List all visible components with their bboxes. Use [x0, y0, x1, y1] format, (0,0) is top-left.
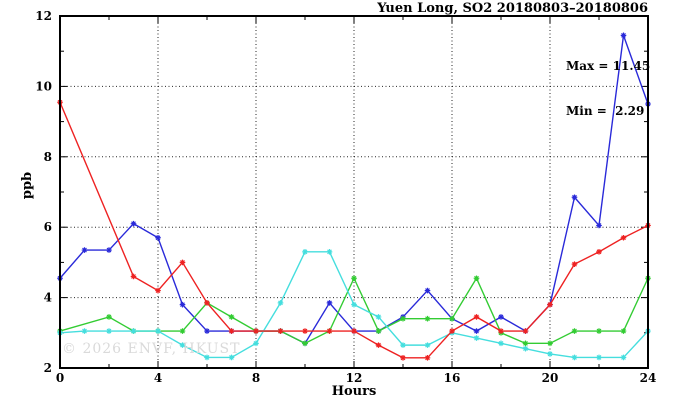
series-green-marker	[449, 315, 455, 322]
min-annotation: Min = 2.29	[566, 104, 645, 118]
series-blue-marker	[596, 222, 602, 229]
series-red-marker	[155, 287, 161, 294]
series-green-marker	[400, 315, 406, 322]
y-tick-label: 2	[44, 361, 52, 375]
series-cyan-marker	[155, 328, 161, 334]
series-green-marker	[547, 340, 553, 347]
series-red-marker	[179, 259, 186, 266]
series-green-marker	[620, 328, 627, 334]
series-red-marker	[449, 328, 455, 334]
series-red-marker	[547, 301, 553, 308]
y-tick-label: 8	[44, 150, 52, 164]
series-green-marker	[228, 314, 235, 320]
series-cyan-marker	[204, 354, 210, 361]
series-cyan-marker	[179, 342, 186, 348]
series-blue-marker	[130, 220, 137, 227]
series-cyan-marker	[596, 354, 602, 361]
series-cyan-marker	[351, 301, 357, 308]
series-red-marker	[400, 354, 406, 361]
series-cyan-marker	[424, 342, 431, 348]
series-green-line	[59, 276, 649, 345]
series-red-marker	[375, 342, 382, 348]
y-tick-label: 10	[35, 79, 52, 93]
maxmin-annotation: Max = 11.45 Min = 2.29	[566, 29, 650, 149]
series-blue-marker	[424, 287, 431, 294]
y-axis-label: ppb	[20, 171, 36, 200]
series-red-marker	[571, 261, 578, 267]
series-cyan-marker	[571, 354, 578, 361]
series-cyan-marker	[130, 328, 137, 334]
series-red-marker	[130, 273, 137, 280]
series-red-marker	[302, 328, 308, 334]
series-cyan-marker	[81, 328, 88, 334]
series-green-marker	[473, 275, 480, 282]
series-blue-marker	[179, 301, 186, 308]
series-green-marker	[571, 328, 578, 334]
series-blue-marker	[620, 32, 627, 39]
series-cyan-marker	[106, 328, 112, 334]
series-blue-marker	[498, 314, 504, 320]
series-cyan-marker	[522, 345, 529, 352]
y-tick-label: 6	[44, 220, 52, 234]
series-blue-marker	[81, 247, 88, 253]
series-cyan-marker	[498, 340, 504, 347]
y-tick-label: 4	[44, 291, 52, 305]
series-red-marker	[424, 354, 431, 361]
x-tick-label: 12	[346, 371, 363, 385]
series-blue-marker	[155, 234, 161, 241]
series-blue-marker	[571, 194, 578, 201]
series-red-marker	[351, 328, 357, 334]
series-cyan-marker	[547, 351, 553, 357]
plot-border	[59, 15, 649, 369]
series-cyan-marker	[253, 340, 259, 347]
series-blue-marker	[473, 328, 480, 334]
series-green-marker	[351, 275, 357, 282]
series-red-marker	[253, 328, 259, 334]
series-red-marker	[326, 328, 333, 334]
series-red-marker	[204, 300, 210, 306]
series-cyan-marker	[277, 300, 284, 306]
x-tick-label: 16	[444, 371, 461, 385]
series-green-marker	[302, 340, 308, 347]
x-tick-label: 8	[252, 371, 260, 385]
series-cyan-marker	[473, 335, 480, 341]
x-axis-label: Hours	[331, 384, 377, 399]
series-green-marker	[375, 328, 382, 334]
series-blue-marker	[204, 328, 210, 334]
series-red-marker	[522, 328, 529, 334]
series-green-marker	[106, 314, 112, 320]
series-cyan-marker	[620, 354, 627, 361]
series-red-marker	[228, 328, 235, 334]
series-cyan-marker	[326, 249, 333, 255]
series-cyan-marker	[400, 342, 406, 348]
series-cyan-marker	[302, 249, 308, 255]
series-blue-marker	[106, 247, 112, 253]
series-green-marker	[596, 328, 602, 334]
chart-title: Yuen Long, SO2 20180803–20180806	[377, 1, 648, 16]
series-red-marker	[596, 249, 602, 255]
x-tick-label: 20	[542, 371, 559, 385]
watermark: © 2026 ENVF, HKUST	[62, 341, 241, 357]
series-red-marker	[498, 328, 504, 334]
series-red-marker	[620, 234, 627, 241]
series-red-marker	[277, 328, 284, 334]
series-green-marker	[424, 315, 431, 322]
series-green-marker	[179, 328, 186, 334]
series-green-marker	[522, 340, 529, 347]
series-blue-marker	[326, 300, 333, 306]
x-tick-label: 0	[56, 371, 64, 385]
series-red-marker	[473, 314, 480, 320]
y-tick-label: 12	[35, 9, 52, 23]
x-tick-label: 4	[154, 371, 162, 385]
series-cyan-marker	[375, 314, 382, 320]
max-annotation: Max = 11.45	[566, 59, 651, 73]
x-tick-label: 24	[640, 371, 657, 385]
series-cyan-marker	[228, 354, 235, 361]
